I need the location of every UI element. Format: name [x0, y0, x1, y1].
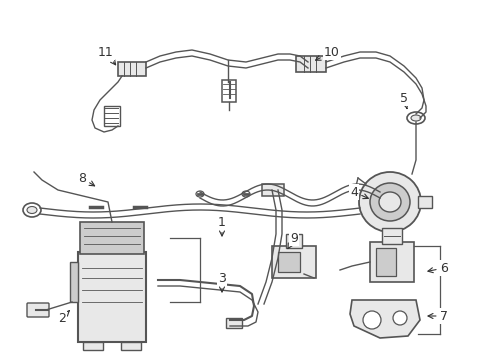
- Bar: [118, 62, 146, 76]
- Polygon shape: [70, 262, 78, 302]
- FancyBboxPatch shape: [27, 303, 49, 317]
- Bar: [83, 342, 103, 350]
- Text: 6: 6: [428, 261, 448, 274]
- Text: 5: 5: [400, 91, 408, 109]
- Ellipse shape: [411, 115, 421, 121]
- Text: 7: 7: [428, 310, 448, 323]
- Circle shape: [363, 311, 381, 329]
- Ellipse shape: [359, 172, 421, 232]
- Polygon shape: [350, 300, 420, 338]
- Text: 4: 4: [350, 185, 368, 199]
- Bar: [121, 342, 141, 350]
- Bar: [80, 222, 144, 254]
- Text: 8: 8: [78, 171, 95, 186]
- Bar: [418, 196, 432, 208]
- Bar: [278, 252, 300, 272]
- Bar: [226, 318, 242, 328]
- Ellipse shape: [370, 183, 410, 221]
- Bar: [262, 184, 284, 196]
- Ellipse shape: [23, 203, 41, 217]
- Ellipse shape: [27, 207, 37, 213]
- Text: 3: 3: [218, 271, 226, 292]
- Bar: [370, 242, 414, 282]
- Circle shape: [393, 311, 407, 325]
- Bar: [104, 106, 120, 126]
- Bar: [296, 56, 326, 72]
- Text: 1: 1: [218, 216, 226, 236]
- Bar: [382, 228, 402, 244]
- Bar: [376, 248, 396, 276]
- Text: 11: 11: [98, 45, 116, 65]
- Ellipse shape: [196, 191, 204, 197]
- Text: 2: 2: [58, 311, 70, 324]
- Bar: [286, 234, 302, 248]
- Text: 10: 10: [316, 45, 340, 60]
- Bar: [78, 252, 146, 342]
- Bar: [222, 80, 236, 102]
- Ellipse shape: [242, 191, 250, 197]
- Ellipse shape: [379, 192, 401, 212]
- Text: 9: 9: [288, 231, 298, 249]
- Bar: [272, 246, 316, 278]
- Ellipse shape: [407, 112, 425, 124]
